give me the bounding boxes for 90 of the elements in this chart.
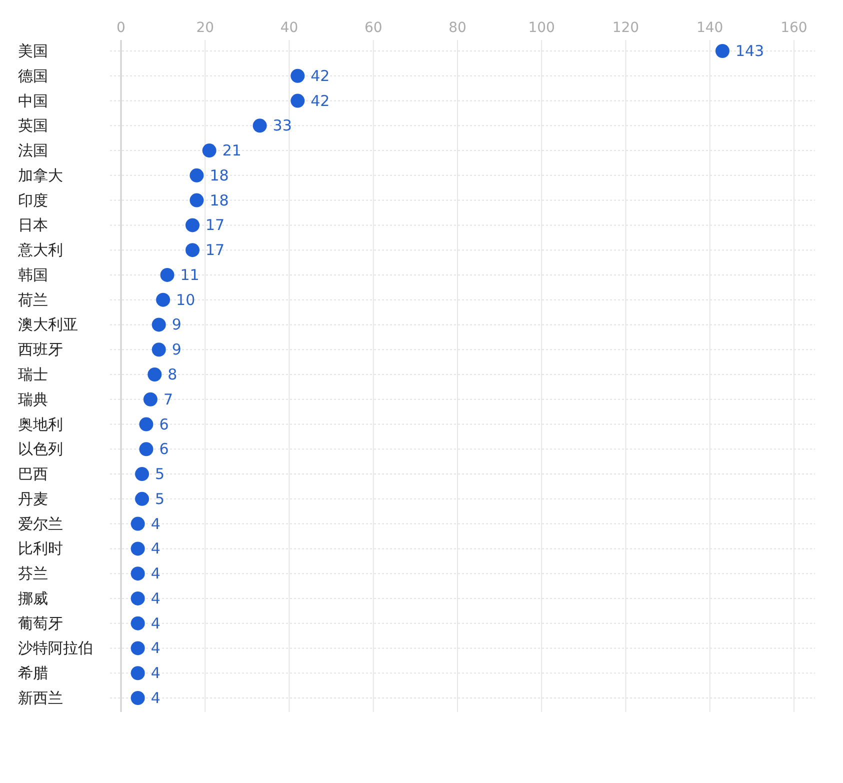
x-tick-label: 120 [612, 20, 640, 36]
point [135, 467, 150, 482]
data-label: 7 [163, 390, 173, 408]
data-label: 4 [150, 540, 160, 558]
point [152, 342, 166, 357]
y-tick-label: 西班牙 [18, 340, 63, 359]
point [186, 218, 200, 232]
x-tick-label: 160 [780, 20, 808, 36]
point [130, 516, 145, 531]
point [130, 616, 145, 630]
y-tick-label: 沙特阿拉伯 [18, 639, 93, 658]
point [715, 44, 730, 58]
point [252, 118, 267, 133]
point [139, 417, 154, 432]
x-tick-label: 140 [696, 20, 724, 36]
y-tick-label: 荷兰 [18, 290, 48, 309]
x-tick-label: 40 [280, 20, 298, 36]
y-tick-label: 瑞士 [18, 366, 48, 384]
y-tick-label: 加拿大 [18, 166, 63, 184]
point [148, 368, 162, 382]
y-tick-label: 澳大利亚 [18, 316, 78, 334]
point [290, 94, 305, 108]
data-label: 42 [310, 66, 330, 85]
data-label: 21 [222, 142, 242, 160]
data-label: 42 [310, 92, 330, 110]
point [152, 318, 166, 332]
data-label: 8 [168, 366, 178, 384]
data-label: 4 [150, 589, 160, 608]
data-label: 143 [735, 42, 764, 60]
y-tick-label: 新西兰 [18, 689, 63, 707]
x-tick-label: 100 [528, 20, 555, 36]
point [139, 442, 154, 456]
data-label: 18 [210, 191, 229, 210]
x-tick-label: 20 [196, 20, 214, 36]
data-label: 4 [150, 664, 160, 682]
point [156, 292, 170, 307]
y-tick-label: 日本 [18, 216, 48, 234]
y-tick-label: 韩国 [18, 266, 48, 284]
data-label: 4 [150, 614, 160, 632]
data-label: 5 [155, 490, 165, 508]
data-label: 18 [210, 166, 229, 184]
y-tick-label: 巴西 [18, 465, 48, 484]
y-tick-label: 美国 [18, 42, 48, 60]
data-label: 10 [176, 290, 196, 309]
data-label: 5 [155, 465, 165, 484]
point [190, 193, 204, 208]
data-label: 6 [159, 415, 169, 434]
data-label: 17 [206, 241, 225, 260]
point [202, 144, 216, 158]
data-label: 17 [206, 216, 225, 234]
y-tick-label: 丹麦 [18, 490, 48, 508]
y-tick-label: 爱尔兰 [18, 514, 63, 533]
y-tick-label: 意大利 [17, 241, 63, 260]
x-tick-label: 60 [364, 20, 382, 36]
point [130, 542, 145, 556]
y-tick-label: 挪威 [18, 589, 48, 608]
y-tick-label: 中国 [18, 92, 48, 110]
point [190, 168, 204, 182]
data-label: 33 [272, 116, 292, 135]
point [135, 492, 150, 506]
y-tick-label: 英国 [18, 116, 48, 135]
point [130, 591, 145, 606]
y-tick-label: 芬兰 [18, 564, 48, 583]
y-tick-label: 比利时 [18, 540, 63, 558]
y-tick-label: 瑞典 [18, 390, 48, 408]
y-tick-label: 希腊 [18, 664, 48, 682]
y-tick-label: 奥地利 [18, 415, 63, 434]
data-label: 4 [150, 689, 160, 707]
data-label: 9 [172, 340, 182, 359]
point [130, 691, 145, 705]
point [130, 566, 145, 581]
data-label: 6 [159, 440, 169, 458]
point [160, 268, 174, 282]
y-tick-label: 以色列 [18, 440, 63, 458]
point [186, 243, 200, 258]
y-tick-label: 法国 [18, 142, 48, 160]
data-label: 9 [172, 316, 182, 334]
x-tick-label: 80 [448, 20, 466, 36]
x-tick-label: 0 [116, 20, 126, 36]
y-tick-label: 德国 [18, 66, 48, 85]
y-tick-label: 葡萄牙 [18, 614, 63, 632]
y-tick-label: 印度 [18, 191, 48, 210]
data-label: 4 [150, 639, 160, 658]
point [130, 666, 145, 680]
data-label: 4 [150, 514, 160, 533]
data-label: 11 [180, 266, 200, 284]
data-label: 4 [150, 564, 160, 583]
point [143, 392, 158, 406]
point [130, 641, 145, 656]
point [290, 68, 305, 83]
